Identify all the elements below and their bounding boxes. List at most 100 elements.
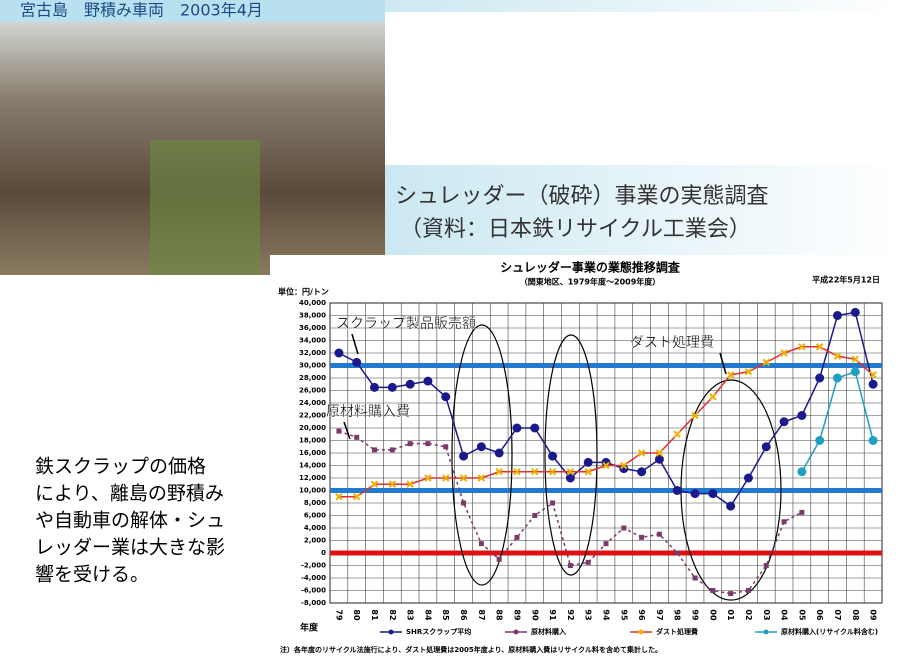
- point: [459, 474, 468, 482]
- point: [513, 468, 521, 476]
- x-tick-label: 94: [602, 609, 611, 621]
- point: [799, 509, 805, 515]
- point: [584, 468, 592, 476]
- point: [514, 534, 520, 540]
- x-tick-label: 05: [797, 609, 806, 621]
- x-tick-label: 99: [691, 609, 700, 621]
- point: [637, 467, 647, 477]
- highlight-ellipse: [451, 324, 513, 586]
- point: [583, 457, 593, 467]
- point: [388, 480, 397, 488]
- point: [745, 588, 751, 593]
- point: [656, 531, 662, 537]
- body-line: や自動車の解体・シュ: [35, 510, 225, 532]
- x-tick-label: 86: [459, 609, 468, 621]
- point: [585, 559, 591, 565]
- chart-date: 平成22年5月12日: [812, 275, 880, 285]
- y-tick-label: 14,000: [299, 462, 326, 470]
- point: [602, 461, 610, 470]
- point: [459, 451, 469, 461]
- point: [494, 448, 504, 458]
- body-line: レッダー業は大きな影: [35, 537, 225, 559]
- y-tick-label: -6,000: [301, 587, 326, 595]
- legend-marker: [513, 629, 519, 635]
- x-tick-label: 00: [708, 609, 717, 621]
- point: [869, 371, 877, 379]
- point: [833, 352, 842, 360]
- point: [476, 442, 486, 452]
- point: [405, 379, 415, 389]
- annotation-arrow: [343, 421, 351, 440]
- point: [743, 473, 753, 483]
- point: [673, 430, 681, 438]
- point: [728, 591, 734, 597]
- point: [496, 556, 502, 562]
- x-tick-label: 95: [619, 609, 628, 621]
- point: [334, 348, 344, 358]
- legend-label: SHRスクラップ平均: [406, 627, 471, 636]
- point: [441, 392, 451, 402]
- point: [815, 436, 825, 445]
- highlight-ellipse: [544, 334, 598, 576]
- point: [603, 541, 609, 547]
- chart-note: 注）各年度のリサイクル法施行により、ダスト処理費は2005年度より、原材料購入費…: [280, 645, 662, 654]
- point: [621, 525, 627, 531]
- legend-marker: [638, 629, 644, 635]
- y-tick-label: 10,000: [299, 487, 326, 495]
- x-tick-label: 02: [744, 609, 753, 620]
- x-tick-label: 97: [655, 609, 664, 620]
- photo-caption: 宮古島 野積み車両 2003年4月: [20, 1, 263, 20]
- x-tick-label: 82: [388, 609, 397, 620]
- x-tick-label: 08: [851, 609, 860, 621]
- y-tick-label: 36,000: [299, 324, 326, 332]
- point: [654, 454, 664, 464]
- annotation-arrow: [719, 352, 727, 375]
- unit-label: 単位：円/トン: [278, 287, 329, 297]
- point: [530, 423, 540, 433]
- x-tick-label: 09: [869, 609, 878, 621]
- point: [336, 428, 342, 434]
- point: [710, 588, 716, 593]
- x-tick-label: 83: [406, 609, 415, 620]
- point: [762, 358, 770, 367]
- point: [832, 311, 842, 320]
- body-line: 鉄スクラップの価格: [35, 456, 206, 478]
- point: [797, 411, 807, 420]
- x-tick-label: 91: [548, 609, 557, 621]
- legend-label: 原材料購入(リサイクル料含む): [781, 627, 878, 636]
- x-tick-label: 06: [815, 609, 824, 621]
- point: [532, 513, 538, 518]
- y-tick-label: 26,000: [299, 387, 326, 395]
- x-tick-label: 04: [780, 609, 789, 621]
- y-tick-label: 40,000: [299, 299, 326, 307]
- y-tick-label: 32,000: [299, 349, 326, 357]
- y-tick-label: 4,000: [304, 524, 326, 532]
- legend-label: 原材料購入: [531, 627, 566, 636]
- y-tick-label: 8,000: [304, 499, 326, 507]
- point: [868, 379, 878, 389]
- y-tick-label: 34,000: [299, 337, 326, 345]
- point: [424, 474, 432, 482]
- point: [370, 382, 380, 392]
- point: [692, 575, 698, 581]
- point: [461, 500, 467, 506]
- point: [477, 474, 486, 482]
- annotation: スクラップ製品販売額: [336, 316, 476, 332]
- photo-grass: [150, 140, 260, 275]
- point: [763, 563, 769, 568]
- body-text: 鉄スクラップの価格により、離島の野積みや自動車の解体・シュレッダー業は大きな影響…: [35, 456, 225, 586]
- point: [548, 451, 558, 461]
- point: [423, 376, 433, 386]
- point: [761, 442, 771, 452]
- point: [335, 493, 343, 501]
- chart-subtitle: （関東地区、1979年度～2009年度）: [520, 277, 661, 287]
- point: [370, 480, 379, 488]
- x-tick-label: 81: [370, 609, 379, 621]
- point: [406, 480, 414, 488]
- point: [868, 436, 878, 445]
- source: （資料：日本鉄リサイクル工業会）: [400, 217, 751, 242]
- body-line: 響を受ける。: [35, 564, 149, 586]
- x-tick-label: 89: [512, 609, 521, 621]
- y-tick-label: 0: [321, 549, 326, 557]
